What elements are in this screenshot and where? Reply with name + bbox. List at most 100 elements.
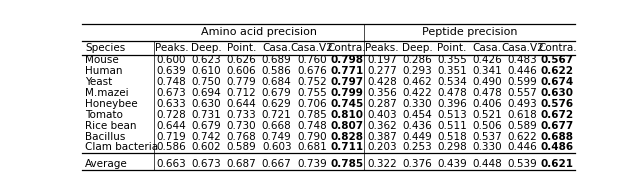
Text: Deep.: Deep.: [402, 43, 433, 53]
Text: 0.694: 0.694: [191, 88, 221, 98]
Text: 0.644: 0.644: [227, 99, 257, 109]
Text: 0.600: 0.600: [157, 55, 186, 65]
Text: 0.679: 0.679: [191, 121, 221, 131]
Text: 0.676: 0.676: [297, 66, 326, 76]
Text: 0.630: 0.630: [541, 88, 574, 98]
Text: 0.684: 0.684: [262, 77, 292, 87]
Text: 0.436: 0.436: [402, 121, 432, 131]
Text: 0.387: 0.387: [367, 132, 397, 142]
Text: 0.539: 0.539: [508, 159, 537, 169]
Text: 0.490: 0.490: [472, 77, 502, 87]
Text: 0.478: 0.478: [437, 88, 467, 98]
Text: 0.253: 0.253: [402, 142, 432, 152]
Text: 0.621: 0.621: [541, 159, 574, 169]
Text: 0.626: 0.626: [227, 55, 257, 65]
Text: 0.396: 0.396: [437, 99, 467, 109]
Text: 0.513: 0.513: [437, 110, 467, 120]
Text: 0.567: 0.567: [541, 55, 574, 65]
Text: 0.462: 0.462: [402, 77, 432, 87]
Text: 0.518: 0.518: [437, 132, 467, 142]
Text: 0.728: 0.728: [157, 110, 186, 120]
Text: 0.586: 0.586: [157, 142, 186, 152]
Text: 0.810: 0.810: [330, 110, 364, 120]
Text: 0.203: 0.203: [367, 142, 397, 152]
Text: 0.298: 0.298: [437, 142, 467, 152]
Text: Average: Average: [85, 159, 128, 169]
Text: Peptide precision: Peptide precision: [422, 27, 518, 37]
Text: 0.534: 0.534: [437, 77, 467, 87]
Text: 0.521: 0.521: [472, 110, 502, 120]
Text: 0.689: 0.689: [262, 55, 292, 65]
Text: Casa.V2: Casa.V2: [501, 43, 544, 53]
Text: 0.630: 0.630: [192, 99, 221, 109]
Text: 0.448: 0.448: [472, 159, 502, 169]
Text: 0.610: 0.610: [192, 66, 221, 76]
Text: 0.706: 0.706: [297, 99, 326, 109]
Text: 0.493: 0.493: [508, 99, 537, 109]
Text: 0.807: 0.807: [330, 121, 364, 131]
Text: Tomato: Tomato: [85, 110, 123, 120]
Text: Casa.: Casa.: [262, 43, 291, 53]
Text: Honeybee: Honeybee: [85, 99, 138, 109]
Text: 0.779: 0.779: [227, 77, 257, 87]
Text: 0.449: 0.449: [402, 132, 432, 142]
Text: 0.750: 0.750: [192, 77, 221, 87]
Text: Species: Species: [85, 43, 125, 53]
Text: 0.790: 0.790: [297, 132, 326, 142]
Text: Point.: Point.: [227, 43, 256, 53]
Text: 0.711: 0.711: [330, 142, 364, 152]
Text: Mouse: Mouse: [85, 55, 118, 65]
Text: 0.511: 0.511: [437, 121, 467, 131]
Text: Peaks.: Peaks.: [155, 43, 188, 53]
Text: Deep.: Deep.: [191, 43, 222, 53]
Text: Yeast: Yeast: [85, 77, 112, 87]
Text: 0.629: 0.629: [262, 99, 292, 109]
Text: Casa.V2: Casa.V2: [291, 43, 333, 53]
Text: 0.785: 0.785: [297, 110, 326, 120]
Text: 0.748: 0.748: [297, 121, 326, 131]
Text: 0.356: 0.356: [367, 88, 397, 98]
Text: 0.197: 0.197: [367, 55, 397, 65]
Text: 0.633: 0.633: [157, 99, 186, 109]
Text: 0.828: 0.828: [330, 132, 364, 142]
Text: 0.688: 0.688: [541, 132, 574, 142]
Text: 0.406: 0.406: [472, 99, 502, 109]
Text: 0.672: 0.672: [541, 110, 574, 120]
Text: 0.287: 0.287: [367, 99, 397, 109]
Text: 0.721: 0.721: [262, 110, 292, 120]
Text: 0.674: 0.674: [541, 77, 574, 87]
Text: 0.668: 0.668: [262, 121, 292, 131]
Text: 0.768: 0.768: [227, 132, 257, 142]
Text: Contra.: Contra.: [328, 43, 366, 53]
Text: 0.403: 0.403: [367, 110, 397, 120]
Text: 0.749: 0.749: [262, 132, 292, 142]
Text: 0.277: 0.277: [367, 66, 397, 76]
Text: 0.557: 0.557: [508, 88, 537, 98]
Text: 0.589: 0.589: [508, 121, 537, 131]
Text: 0.731: 0.731: [191, 110, 221, 120]
Text: 0.439: 0.439: [437, 159, 467, 169]
Text: 0.622: 0.622: [508, 132, 537, 142]
Text: 0.771: 0.771: [330, 66, 364, 76]
Text: 0.785: 0.785: [330, 159, 364, 169]
Text: 0.673: 0.673: [191, 159, 221, 169]
Text: 0.742: 0.742: [191, 132, 221, 142]
Text: 0.330: 0.330: [472, 142, 502, 152]
Text: 0.748: 0.748: [157, 77, 186, 87]
Text: Bacillus: Bacillus: [85, 132, 125, 142]
Text: 0.687: 0.687: [227, 159, 257, 169]
Text: M.mazei: M.mazei: [85, 88, 129, 98]
Text: 0.599: 0.599: [508, 77, 537, 87]
Text: Clam bacteria: Clam bacteria: [85, 142, 158, 152]
Text: Amino acid precision: Amino acid precision: [201, 27, 317, 37]
Text: 0.422: 0.422: [402, 88, 432, 98]
Text: 0.428: 0.428: [367, 77, 397, 87]
Text: 0.623: 0.623: [191, 55, 221, 65]
Text: 0.679: 0.679: [262, 88, 292, 98]
Text: 0.603: 0.603: [262, 142, 292, 152]
Text: Contra.: Contra.: [538, 43, 577, 53]
Text: 0.673: 0.673: [157, 88, 186, 98]
Text: 0.752: 0.752: [297, 77, 326, 87]
Text: 0.663: 0.663: [157, 159, 186, 169]
Text: 0.446: 0.446: [508, 66, 537, 76]
